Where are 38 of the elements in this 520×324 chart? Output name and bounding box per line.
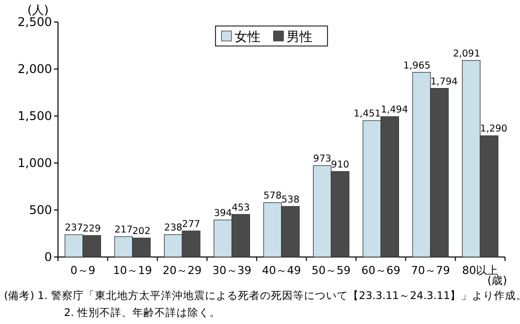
x-tick-label: 70～79 — [411, 264, 450, 277]
x-tick-label: 10～19 — [113, 264, 152, 277]
data-label: 238 — [164, 222, 182, 234]
data-label: 1,494 — [380, 104, 408, 116]
data-label: 538 — [281, 194, 300, 206]
data-label: 277 — [182, 218, 200, 230]
data-label: 910 — [331, 159, 350, 170]
text: (備考) 1. 警察庁「東北地方太平洋沖地震による死者の死因等について【23.3.11～24.3.11】」より作成。 — [4, 289, 520, 302]
x-tick-label: 30～39 — [212, 264, 252, 277]
data-label: 1,451 — [354, 108, 381, 120]
y-tick-label: 0 — [44, 250, 52, 264]
data-label: 229 — [82, 223, 101, 234]
data-label: 1,794 — [430, 76, 458, 88]
data-label: 237 — [64, 222, 83, 234]
data-label: 217 — [114, 224, 133, 236]
data-label: 453 — [232, 202, 250, 214]
y-tick-label: 1,000 — [18, 156, 52, 170]
x-tick-label: 20～29 — [162, 264, 202, 277]
x-tick-label: 40～49 — [262, 264, 301, 277]
data-label: 394 — [214, 208, 232, 219]
legend-label: 男性 — [286, 30, 312, 45]
y-tick-label: 1,500 — [18, 109, 52, 123]
x-tick-label: 60～69 — [361, 264, 400, 277]
data-label: 2,091 — [452, 48, 480, 60]
y-tick-label: 500 — [29, 203, 52, 217]
data-label: 202 — [132, 226, 151, 238]
data-label: 973 — [313, 154, 332, 165]
x-tick-label: 50～59 — [312, 264, 351, 277]
text: 2. 性別不詳、年齢不詳は除く。 — [64, 306, 220, 319]
legend-label: 女性 — [234, 30, 260, 45]
data-label: 1,965 — [403, 60, 430, 72]
data-label: 1,290 — [480, 124, 508, 135]
y-tick-label: 2,000 — [18, 62, 52, 76]
y-tick-label: 2,500 — [18, 15, 52, 29]
x-tick-label: 0～9 — [70, 264, 96, 277]
y-axis-title: (人) — [27, 3, 49, 17]
x-axis-title: (歳) — [487, 274, 507, 287]
data-label: 578 — [263, 190, 282, 202]
